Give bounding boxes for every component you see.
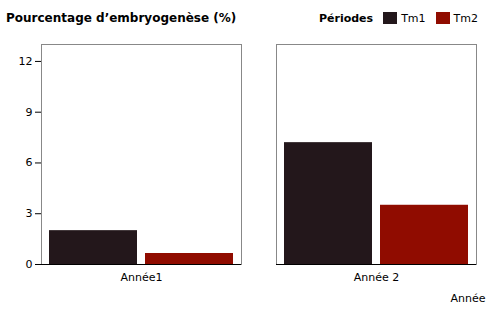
svg-text:12: 12 (19, 55, 33, 68)
svg-text:9: 9 (26, 106, 33, 119)
svg-text:3: 3 (26, 207, 33, 220)
html-text:Tm1: Tm1 (401, 11, 426, 25)
html-text:Tm2: Tm2 (453, 11, 478, 25)
svg-text:0: 0 (26, 258, 33, 271)
html-text:Périodes: Périodes (319, 11, 374, 25)
svg-text:Année1: Année1 (120, 271, 162, 284)
svg-text:Année 2: Année 2 (354, 271, 400, 284)
html-text:Pourcentage d’embryogenèse (%): Pourcentage d’embryogenèse (%) (6, 11, 237, 25)
svg-text:Année: Année (450, 292, 485, 305)
svg-text:6: 6 (26, 156, 33, 169)
